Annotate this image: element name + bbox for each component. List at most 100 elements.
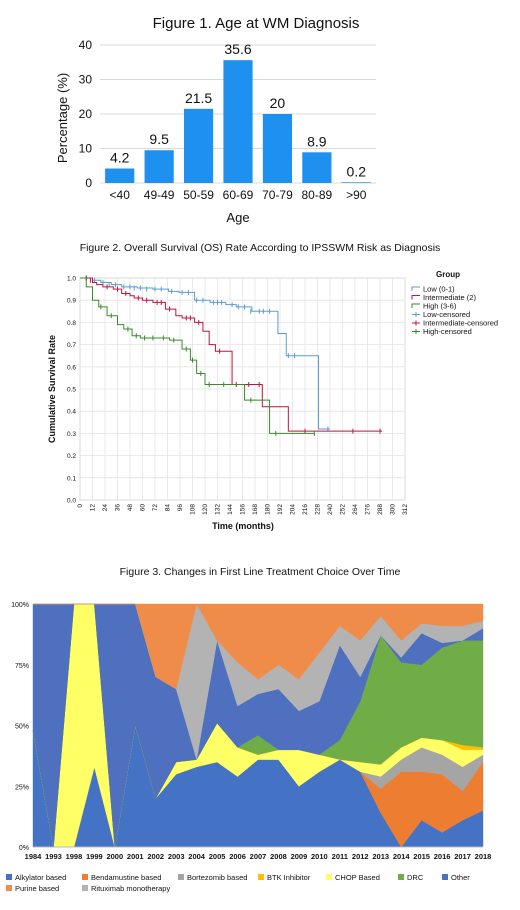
figure-1-y-tick-label: 0 bbox=[85, 176, 92, 190]
figure-3-x-tick-label: 2013 bbox=[372, 852, 389, 861]
figure-1-x-tick-label: 80-89 bbox=[302, 188, 333, 202]
figure-3-legend-swatch bbox=[398, 874, 404, 880]
figure-3-y-tick-label: 100% bbox=[11, 602, 29, 609]
figure-2-y-tick-label: 0.2 bbox=[67, 453, 76, 460]
figure-3-x-tick-label: 2001 bbox=[127, 852, 144, 861]
figure-2-x-tick-label: 288 bbox=[377, 504, 384, 515]
figure-1-data-label: 20 bbox=[270, 95, 286, 111]
figure-3-x-tick-label: 2015 bbox=[413, 852, 430, 861]
figure-2-y-tick-label: 0.1 bbox=[67, 475, 76, 482]
figure-2-series-line bbox=[80, 277, 383, 432]
figure-1-bar bbox=[341, 182, 371, 183]
figure-2-legend-entry: Intermediate-censored bbox=[423, 319, 498, 328]
figure-3-legend: Alkylator based Bendamustine based Bortezo… bbox=[6, 873, 470, 893]
figure-1-bar bbox=[262, 114, 293, 183]
figure-3-x-tick-label: 2017 bbox=[454, 852, 471, 861]
figure-3-x-tick-label: 2003 bbox=[168, 852, 185, 861]
figure-2-y-tick-label: 1.0 bbox=[67, 276, 76, 283]
figure-3-x-tick-label: 2006 bbox=[229, 852, 246, 861]
figure-2-y-axis-label: Cumulative Survival Rate bbox=[47, 335, 57, 443]
figure-2-x-tick-label: 72 bbox=[152, 504, 159, 512]
figure-2-survival-chart: Figure 2. Overall Survival (OS) Rate Acc… bbox=[47, 242, 498, 531]
figure-3-x-tick-label: 2002 bbox=[147, 852, 164, 861]
figure-3-x-tick-label: 1999 bbox=[86, 852, 103, 861]
figure-2-title: Figure 2. Overall Survival (OS) Rate Acc… bbox=[80, 242, 441, 254]
figure-1-data-label: 0.2 bbox=[347, 163, 367, 179]
figure-2-x-tick-label: 252 bbox=[340, 504, 347, 515]
figure-1-bar bbox=[105, 168, 135, 183]
figure-3-legend-entry: DRC bbox=[407, 873, 424, 882]
figure-3-x-tick-label: 1984 bbox=[25, 852, 43, 861]
figure-2-x-tick-label: 228 bbox=[315, 504, 322, 515]
figure-3-x-tick-label: 2018 bbox=[475, 852, 492, 861]
figure-1-y-tick-label: 40 bbox=[79, 38, 93, 52]
figure-3-legend-entry: Alkylator based bbox=[15, 873, 66, 882]
figure-3-legend-swatch bbox=[258, 874, 264, 880]
figure-2-legend-entry: Low (0-1) bbox=[423, 285, 455, 294]
figure-1-bar bbox=[302, 152, 332, 183]
figure-3-x-tick-label: 2008 bbox=[270, 852, 287, 861]
figure-3-x-tick-label: 2005 bbox=[209, 852, 226, 861]
figure-2-x-tick-label: 300 bbox=[390, 504, 397, 515]
figure-1-x-tick-label: <40 bbox=[110, 188, 131, 202]
figure-2-legend-entry: High-censored bbox=[423, 327, 472, 336]
figure-3-y-tick-label: 0% bbox=[19, 845, 29, 852]
figure-2-x-tick-label: 108 bbox=[190, 504, 197, 515]
figure-3-legend-entry: BTK Inhibitor bbox=[267, 873, 311, 882]
figure-2-x-tick-label: 24 bbox=[102, 504, 109, 512]
figure-2-x-axis-label: Time (months) bbox=[212, 521, 274, 531]
figure-1-x-tick-label: 60-69 bbox=[223, 188, 254, 202]
figure-1-data-label: 8.9 bbox=[307, 133, 327, 149]
figure-1-x-tick-label: 49-49 bbox=[144, 188, 175, 202]
figure-2-legend-entry: Low-censored bbox=[423, 310, 470, 319]
figure-3-legend-swatch bbox=[6, 874, 12, 880]
figure-3-x-tick-label: 2009 bbox=[291, 852, 308, 861]
figure-2-legend-title: Group bbox=[436, 270, 460, 279]
figure-3-legend-entry: Bortezomib based bbox=[187, 873, 247, 882]
figure-1-bar bbox=[144, 150, 174, 183]
figure-2-legend-entry: High (3-6) bbox=[423, 302, 457, 311]
figure-1-x-tick-label: 70-79 bbox=[262, 188, 293, 202]
figure-2-x-tick-label: 168 bbox=[252, 504, 259, 515]
figure-1-title: Figure 1. Age at WM Diagnosis bbox=[153, 15, 360, 32]
figure-2-legend-entry: Intermediate (2) bbox=[423, 293, 476, 302]
figure-1-y-tick-label: 20 bbox=[79, 107, 93, 121]
figure-1-bar-chart: Figure 1. Age at WM Diagnosis 010203040 … bbox=[55, 15, 376, 225]
figure-1-y-tick-label: 30 bbox=[79, 73, 93, 87]
figure-3-x-tick-label: 2012 bbox=[352, 852, 369, 861]
figure-3-y-tick-label: 75% bbox=[15, 663, 29, 670]
figure-1-data-label: 4.2 bbox=[110, 150, 130, 166]
figure-2-y-tick-label: 0.9 bbox=[67, 298, 76, 305]
figure-3-x-tick-label: 1993 bbox=[45, 852, 62, 861]
figure-1-y-axis-label: Percentage (%) bbox=[55, 73, 70, 163]
figure-1-bar bbox=[223, 60, 253, 183]
figure-2-x-tick-label: 216 bbox=[302, 504, 309, 515]
figure-3-x-tick-label: 2007 bbox=[250, 852, 267, 861]
figure-2-legend-swatch bbox=[411, 295, 420, 300]
figure-3-x-tick-label: 2004 bbox=[188, 852, 206, 861]
figure-2-legend-swatch bbox=[412, 320, 420, 326]
figure-3-area bbox=[33, 603, 484, 690]
figure-3-x-tick-label: 2014 bbox=[393, 852, 411, 861]
figure-3-x-tick-label: 2000 bbox=[106, 852, 123, 861]
figure-2-x-tick-label: 132 bbox=[215, 504, 222, 515]
figure-3-area-chart: Figure 3. Changes in First Line Treatmen… bbox=[6, 566, 492, 893]
figure-2-legend-swatch bbox=[412, 329, 420, 334]
figure-2-x-tick-label: 36 bbox=[115, 504, 122, 512]
figure-2-x-tick-label: 192 bbox=[277, 504, 284, 515]
figure-3-legend-entry: Other bbox=[451, 873, 470, 882]
figure-2-x-tick-label: 84 bbox=[165, 504, 172, 512]
figure-2-y-tick-label: 0.8 bbox=[67, 320, 76, 327]
figure-2-legend: Group Low (0-1)Intermediate (2)High (3-6… bbox=[411, 270, 498, 336]
figure-1-y-tick-label: 10 bbox=[79, 142, 93, 156]
figure-3-legend-swatch bbox=[82, 885, 88, 891]
figure-2-y-tick-label: 0.7 bbox=[67, 342, 76, 349]
figure-3-x-tick-label: 1998 bbox=[66, 852, 83, 861]
figure-1-x-tick-label: 50-59 bbox=[183, 188, 214, 202]
figure-1-data-label: 21.5 bbox=[185, 90, 212, 106]
figure-3-legend-swatch bbox=[178, 874, 184, 880]
figure-2-x-tick-label: 12 bbox=[90, 504, 97, 512]
figure-1-data-label: 9.5 bbox=[149, 131, 169, 147]
figure-2-series-line bbox=[80, 277, 330, 430]
figure-3-title: Figure 3. Changes in First Line Treatmen… bbox=[120, 566, 401, 578]
